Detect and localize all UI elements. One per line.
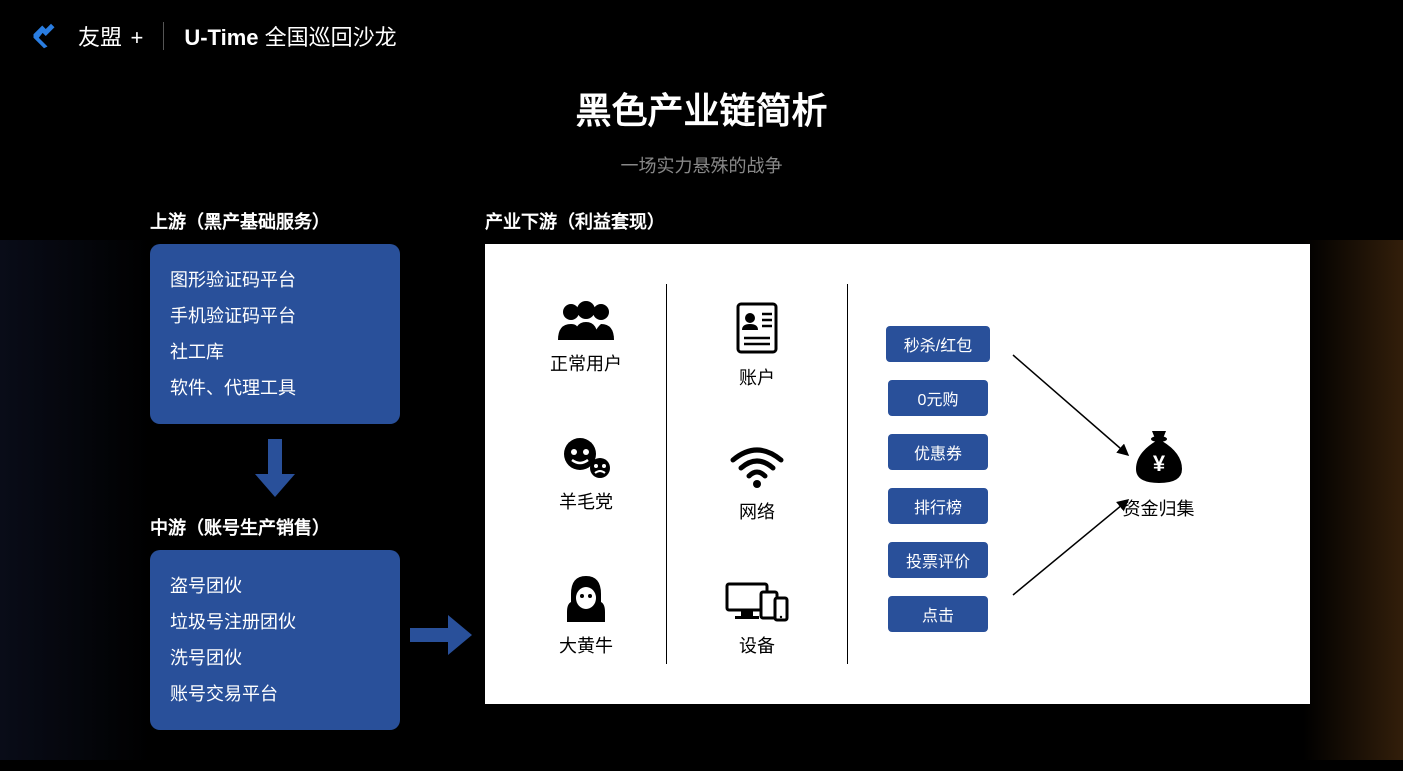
method-tag: 优惠券 <box>888 434 988 470</box>
arrow-down-icon <box>250 439 300 499</box>
actor-label: 大黄牛 <box>559 632 613 658</box>
header: 友盟 + U-Time 全国巡回沙龙 <box>0 0 1403 72</box>
sub-brand-bold: U-Time <box>184 25 258 50</box>
upstream-item: 图形验证码平台 <box>170 262 380 298</box>
money-bag-icon: ¥ <box>1130 427 1188 485</box>
title-block: 黑色产业链简析 一场实力悬殊的战争 <box>0 82 1403 178</box>
users-group-icon <box>556 300 616 342</box>
brand-plus: + <box>130 25 143 50</box>
midstream-item: 垃圾号注册团伙 <box>170 604 380 640</box>
methods-column: 秒杀/红包 0元购 优惠券 排行榜 投票评价 点击 <box>848 275 1028 673</box>
downstream-panel: 正常用户 羊毛党 <box>485 244 1310 704</box>
method-tag: 投票评价 <box>888 542 988 578</box>
arrow-right-icon <box>410 610 475 660</box>
actor-label: 羊毛党 <box>559 488 613 514</box>
method-tag: 秒杀/红包 <box>886 326 990 362</box>
method-tag: 排行榜 <box>888 488 988 524</box>
resource-network: 网络 <box>729 446 785 524</box>
result-column: ¥ 资金归集 <box>1028 275 1289 673</box>
bg-glow-left <box>0 240 150 760</box>
sub-brand: U-Time 全国巡回沙龙 <box>184 20 396 52</box>
midstream-title: 中游（账号生产销售） <box>150 514 400 540</box>
right-column: 产业下游（利益套现） 正常用户 <box>485 208 1343 730</box>
actor-normal-users: 正常用户 <box>550 300 622 376</box>
devices-icon <box>725 580 789 624</box>
hacker-icon <box>563 574 609 624</box>
actor-scalper: 大黄牛 <box>559 574 613 658</box>
upstream-item: 软件、代理工具 <box>170 370 380 406</box>
resource-label: 账户 <box>739 364 775 390</box>
svg-text:¥: ¥ <box>1152 451 1165 476</box>
upstream-box: 图形验证码平台 手机验证码平台 社工库 软件、代理工具 <box>150 244 400 424</box>
upstream-title: 上游（黑产基础服务） <box>150 208 400 234</box>
resource-label: 网络 <box>739 498 775 524</box>
midstream-item: 账号交易平台 <box>170 676 380 712</box>
left-column: 上游（黑产基础服务） 图形验证码平台 手机验证码平台 社工库 软件、代理工具 中… <box>150 208 400 730</box>
id-card-icon <box>732 300 782 356</box>
sub-brand-rest: 全国巡回沙龙 <box>259 25 397 50</box>
main-title: 黑色产业链简析 <box>0 82 1403 134</box>
umeng-logo-icon <box>30 22 58 50</box>
resource-account: 账户 <box>732 300 782 390</box>
method-tag: 0元购 <box>888 380 988 416</box>
brand-name: 友盟 <box>78 25 122 50</box>
masks-icon <box>560 436 612 480</box>
upstream-item: 手机验证码平台 <box>170 298 380 334</box>
actor-wool-party: 羊毛党 <box>559 436 613 514</box>
upstream-item: 社工库 <box>170 334 380 370</box>
brand-text: 友盟 + <box>78 20 143 52</box>
resources-column: 账户 网络 <box>667 275 847 673</box>
downstream-title: 产业下游（利益套现） <box>485 208 1343 234</box>
wifi-icon <box>729 446 785 490</box>
result-label: 资金归集 <box>1123 495 1195 521</box>
method-tag: 点击 <box>888 596 988 632</box>
midstream-box: 盗号团伙 垃圾号注册团伙 洗号团伙 账号交易平台 <box>150 550 400 730</box>
header-divider <box>163 22 164 50</box>
midstream-item: 盗号团伙 <box>170 568 380 604</box>
resource-label: 设备 <box>739 632 775 658</box>
content: 上游（黑产基础服务） 图形验证码平台 手机验证码平台 社工库 软件、代理工具 中… <box>0 178 1403 730</box>
subtitle: 一场实力悬殊的战争 <box>0 152 1403 178</box>
resource-device: 设备 <box>725 580 789 658</box>
midstream-item: 洗号团伙 <box>170 640 380 676</box>
actors-column: 正常用户 羊毛党 <box>506 275 666 673</box>
actor-label: 正常用户 <box>550 350 622 376</box>
